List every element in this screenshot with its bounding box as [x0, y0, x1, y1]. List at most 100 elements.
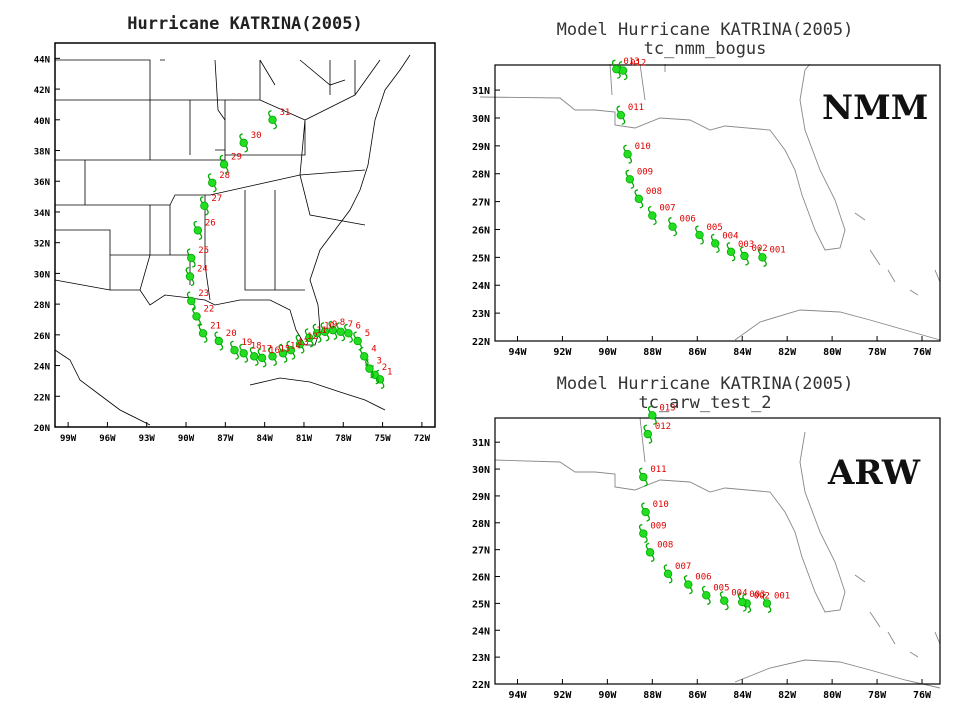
track-point-label: 24 — [197, 264, 208, 274]
great-lakes-outline — [214, 59, 346, 121]
track-point — [200, 201, 209, 211]
hurricane-symbol — [295, 334, 305, 354]
lat-tick-label: 24N — [34, 363, 50, 373]
track-point — [668, 222, 677, 231]
hurricane-symbol — [616, 105, 626, 125]
track-point-label: 27 — [211, 194, 222, 204]
hurricane-symbol — [186, 248, 196, 268]
track-point — [758, 253, 767, 262]
lon-tick-label: 88W — [643, 690, 662, 701]
lon-tick-label: 94W — [508, 347, 527, 358]
track-point — [641, 507, 650, 517]
track-point-label: 2 — [382, 363, 387, 373]
lat-tick-label: 30N — [472, 465, 490, 476]
lon-tick-label: 82W — [778, 347, 797, 358]
track-point — [645, 548, 655, 557]
track-point-label: 25 — [198, 246, 209, 256]
lon-tick-label: 76W — [913, 690, 932, 701]
lon-tick-label: 90W — [178, 434, 195, 444]
track-point — [239, 138, 248, 148]
hurricane-symbol — [611, 59, 621, 79]
track-point-label: 003 — [749, 590, 765, 600]
lon-tick-label: 96W — [99, 434, 116, 444]
track-point — [336, 327, 345, 336]
panel-observed-track: Hurricane KATRINA(2005) 99W 96W 93W 90W 87W 8… — [0, 0, 445, 450]
lon-tick-label: 94W — [508, 690, 527, 701]
lon-tick-label: 90W — [598, 347, 617, 358]
track-point-label: 26 — [205, 218, 216, 228]
lon-tick-label: 87W — [217, 434, 234, 444]
hurricane-symbol — [719, 591, 729, 611]
track-point-label: 28 — [219, 171, 230, 181]
track-point — [353, 336, 362, 346]
track-point — [268, 352, 277, 361]
track-point-label: 20 — [226, 329, 237, 339]
lat-tick-label: 24N — [472, 626, 490, 637]
lat-tick-label: 25N — [472, 253, 490, 264]
track-point-label: 007 — [659, 204, 675, 214]
arw-track-map: 94W 92W 90W 88W 86W 84W 82W 80W 78W 76W 22N 23N 24N 2… — [472, 403, 941, 701]
track-point-label: 31 — [280, 108, 291, 118]
lon-tick-label: 84W — [733, 347, 752, 358]
hurricane-symbol — [278, 343, 288, 363]
track-point-label: 010 — [653, 500, 669, 510]
track-point — [239, 349, 248, 358]
hurricane-symbol — [625, 169, 635, 189]
hurricane-symbol — [193, 220, 203, 241]
panel-subtitle: tc_nmm_bogus — [643, 39, 767, 59]
hurricane-symbol — [695, 225, 704, 245]
track-point — [185, 272, 195, 281]
track-point — [187, 253, 196, 263]
track-point — [612, 64, 621, 74]
hurricane-symbol — [207, 173, 217, 193]
bahamas-outline — [854, 574, 941, 658]
lon-tick-label: 86W — [688, 347, 707, 358]
track-point — [762, 599, 772, 608]
track-point-label: 005 — [713, 583, 729, 593]
lat-tick-label: 26N — [472, 225, 490, 236]
track-point-label: 22 — [204, 304, 215, 314]
track-point — [208, 178, 217, 187]
lat-tick-label: 22N — [472, 680, 490, 691]
track-point-label: 10 — [324, 321, 335, 331]
track-point — [286, 346, 296, 355]
cuba-outline — [249, 377, 386, 411]
lat-tick-label: 32N — [34, 240, 50, 250]
track-point — [740, 251, 749, 261]
hurricane-symbol — [239, 343, 249, 363]
track-point-label: 7 — [348, 320, 353, 330]
track-point — [219, 160, 229, 169]
lat-tick-label: 38N — [34, 148, 50, 158]
lon-tick-label: 78W — [335, 434, 352, 444]
lat-tick-label: 26N — [34, 332, 50, 342]
hurricane-symbol — [185, 266, 195, 287]
track-point-label: 013 — [623, 57, 639, 67]
lat-tick-label: 27N — [472, 546, 490, 557]
track-point — [305, 333, 314, 343]
track-point-label: 007 — [675, 562, 691, 572]
hurricane-symbol — [740, 246, 749, 266]
hurricane-symbol — [344, 323, 353, 343]
coastline — [54, 54, 411, 426]
track-point-label: 16 — [269, 346, 280, 356]
hurricane-symbol — [186, 291, 196, 311]
hurricane-symbol — [312, 323, 322, 343]
track-point-label: 21 — [210, 321, 221, 331]
track-point-label: 010 — [635, 142, 651, 152]
hurricane-symbol — [758, 247, 767, 268]
track-point — [295, 339, 305, 349]
hurricane-symbol — [647, 405, 657, 425]
model-label: ARW — [828, 453, 921, 493]
track-point-label: 1 — [387, 367, 392, 377]
lat-tick-label: 30N — [34, 270, 50, 280]
track-point-label: 006 — [695, 573, 711, 583]
lon-tick-label: 84W — [257, 434, 274, 444]
lat-tick-label: 24N — [472, 281, 490, 292]
hurricane-symbol — [353, 331, 363, 351]
track-point — [249, 352, 259, 361]
track-point-label: 4 — [371, 344, 376, 354]
map-frame — [494, 417, 941, 685]
cuba-outline — [734, 309, 941, 341]
lon-tick-label: 92W — [553, 690, 572, 701]
lat-tick-label: 27N — [472, 198, 490, 209]
